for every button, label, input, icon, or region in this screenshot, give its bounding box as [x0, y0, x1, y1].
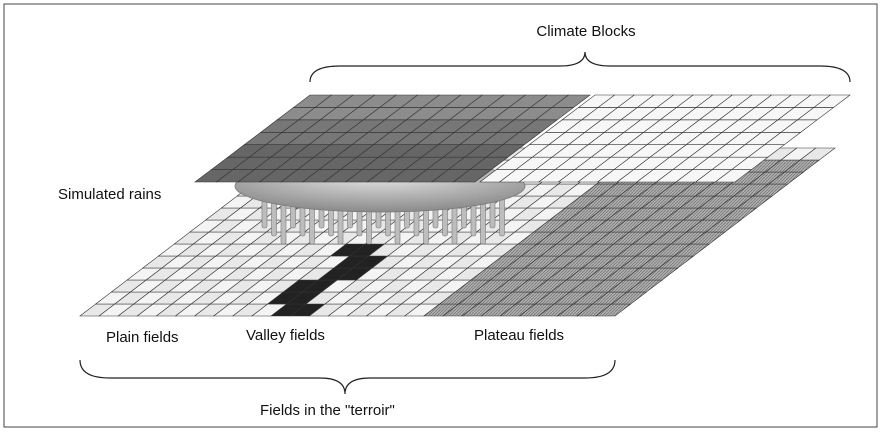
cell: [813, 94, 851, 108]
frame: [3, 3, 878, 428]
terroir-brace: [79, 359, 616, 395]
climate-grids: [194, 94, 851, 183]
climate-label: Climate Blocks: [536, 23, 635, 40]
valley-label: Valley fields: [246, 327, 325, 344]
rain-drop: [499, 197, 505, 237]
cell: [799, 147, 836, 161]
rain-label: Simulated rains: [58, 186, 161, 203]
climate-brace: [309, 51, 851, 83]
plateau-label: Plateau fields: [474, 327, 564, 344]
cell: [551, 94, 591, 108]
terroir-label: Fields in the "terroir": [260, 402, 395, 419]
plain-label: Plain fields: [106, 329, 179, 346]
